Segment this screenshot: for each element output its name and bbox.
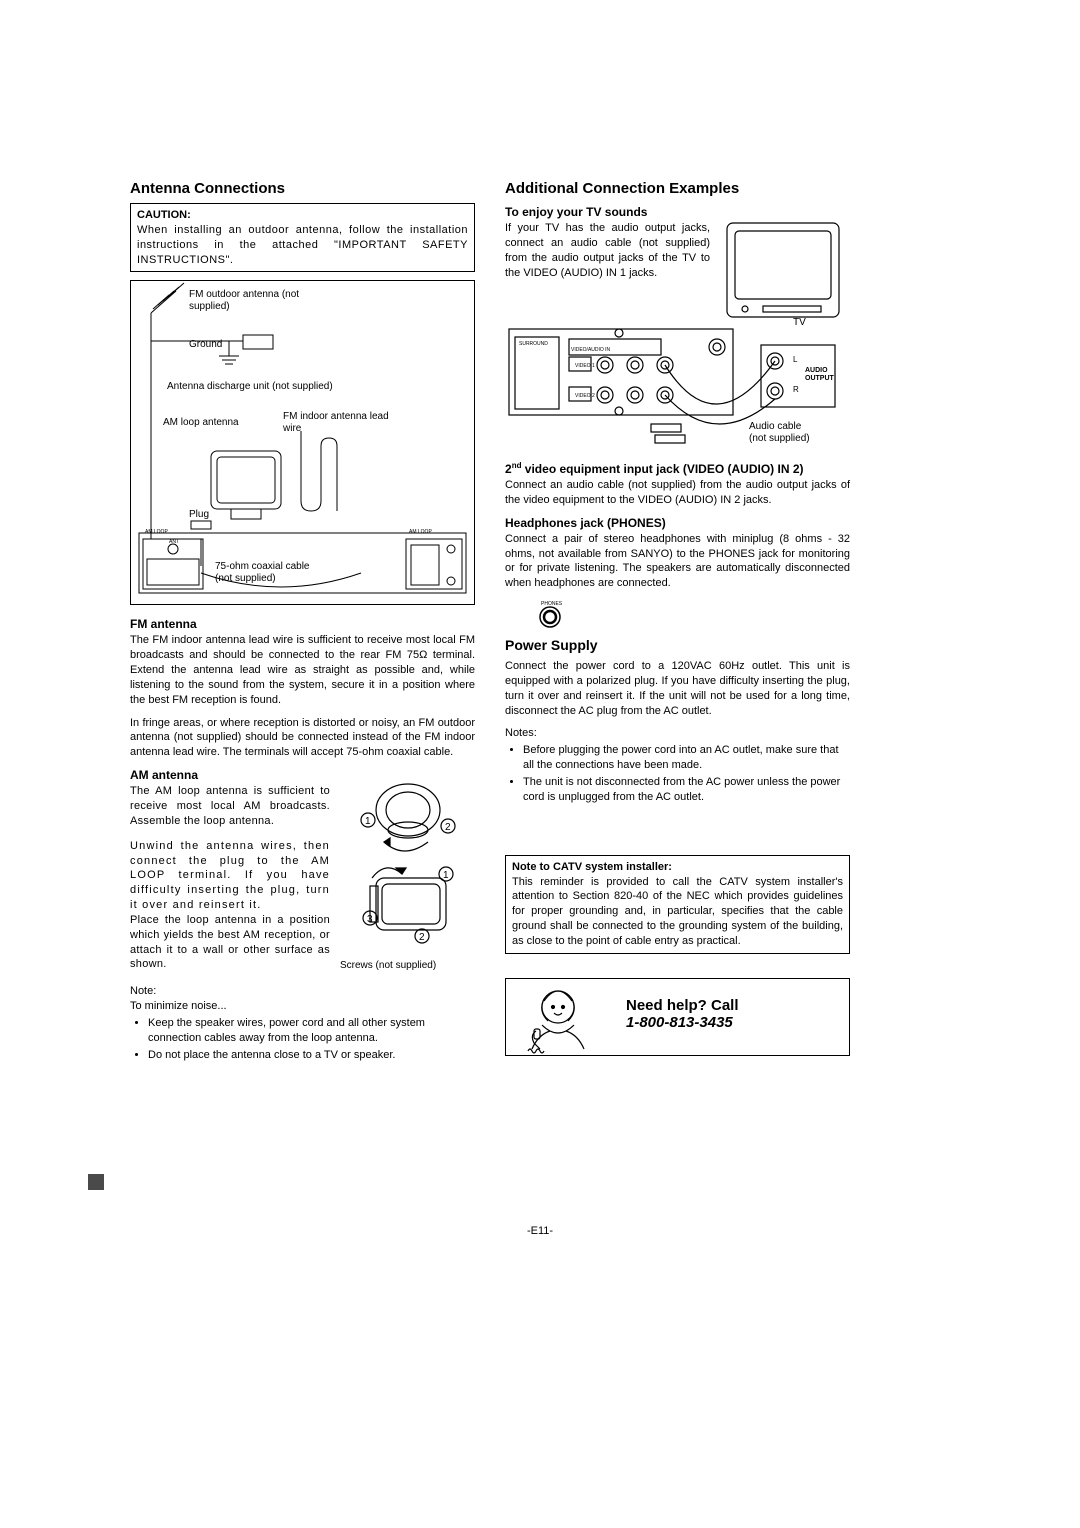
audio-output-2: OUTPUT [805, 375, 834, 383]
note-item-2: Do not place the antenna close to a TV o… [148, 1048, 475, 1063]
help-person-icon [514, 981, 604, 1057]
fm-indoor-label: FM indoor antenna lead wire [283, 411, 393, 435]
help-text: Need help? Call 1-800-813-3435 [626, 997, 739, 1031]
svg-text:2: 2 [419, 932, 425, 943]
coax-label-2: (not supplied) [215, 573, 276, 585]
phones-jack-label: PHONES [541, 601, 563, 607]
fm-antenna-title: FM antenna [130, 617, 475, 631]
note-item-1: Keep the speaker wires, power cord and a… [148, 1016, 475, 1046]
svg-text:2: 2 [445, 822, 451, 833]
video2-body: Connect an audio cable (not supplied) fr… [505, 478, 850, 508]
page-number: -E11- [0, 1225, 1080, 1237]
plug-label: Plug [189, 509, 209, 521]
power-note-2: The unit is not disconnected from the AC… [523, 775, 850, 805]
am-antenna-title: AM antenna [130, 768, 330, 782]
video2-title: 2nd video equipment input jack (VIDEO (A… [505, 461, 850, 476]
screws-label: Screws (not supplied) [340, 960, 470, 971]
note-intro: To minimize noise... [130, 999, 475, 1014]
tv-connection-diagram: If your TV has the audio output jacks, c… [505, 221, 850, 451]
help-box: Need help? Call 1-800-813-3435 [505, 978, 850, 1056]
fm-antenna-body1: The FM indoor antenna lead wire is suffi… [130, 633, 475, 707]
caution-box: CAUTION: When installing an outdoor ante… [130, 203, 475, 272]
svg-text:VIDEO 2: VIDEO 2 [575, 393, 595, 399]
tv-sounds-body: If your TV has the audio output jacks, c… [505, 221, 710, 280]
catv-label: Note to CATV system installer: [512, 861, 672, 873]
r-label: R [793, 385, 799, 395]
svg-text:3: 3 [367, 914, 373, 925]
power-supply-title: Power Supply [505, 637, 850, 653]
page-content: Antenna Connections CAUTION: When instal… [130, 180, 850, 1064]
power-note-1: Before plugging the power cord into an A… [523, 743, 850, 773]
coax-label-1: 75-ohm coaxial cable [215, 561, 310, 573]
caution-body: When installing an outdoor antenna, foll… [137, 223, 468, 268]
help-phone-number: 1-800-813-3435 [626, 1014, 739, 1031]
catv-box: Note to CATV system installer: This remi… [505, 855, 850, 954]
phones-body: Connect a pair of stereo headphones with… [505, 532, 850, 591]
l-label: L [793, 355, 797, 365]
antenna-connections-title: Antenna Connections [130, 180, 475, 197]
am-loop-label: AM loop antenna [163, 417, 239, 429]
page-accent-square [88, 1174, 104, 1190]
power-notes: Notes: Before plugging the power cord in… [505, 726, 850, 804]
additional-connection-title: Additional Connection Examples [505, 180, 850, 197]
tv-label: TV [793, 317, 806, 329]
am-antenna-body1: The AM loop antenna is sufficient to rec… [130, 784, 330, 829]
right-column: Additional Connection Examples To enjoy … [505, 180, 850, 1064]
antenna-diagram: FM outdoor antenna (not supplied) Ground… [130, 280, 475, 605]
help-call-label: Need help? Call [626, 997, 739, 1014]
audio-cable-1: Audio cable [749, 421, 801, 433]
left-column: Antenna Connections CAUTION: When instal… [130, 180, 475, 1064]
tv-sounds-title: To enjoy your TV sounds [505, 205, 850, 219]
am-loop-figure: 1 2 1 3 2 Screws (not supplied) [340, 778, 470, 971]
svg-text:VIDEO 1: VIDEO 1 [575, 363, 595, 369]
am-antenna-body2: Unwind the antenna wires, then connect t… [130, 839, 330, 913]
power-supply-body: Connect the power cord to a 120VAC 60Hz … [505, 659, 850, 718]
am-note: Note: To minimize noise... Keep the spea… [130, 984, 475, 1062]
phones-jack-icon: PHONES [535, 599, 565, 629]
power-notes-label: Notes: [505, 726, 850, 741]
phones-title: Headphones jack (PHONES) [505, 516, 850, 530]
audio-cable-2: (not supplied) [749, 433, 810, 445]
catv-body: This reminder is provided to call the CA… [512, 875, 843, 949]
fm-outdoor-label: FM outdoor antenna (not supplied) [189, 289, 329, 313]
discharge-label: Antenna discharge unit (not supplied) [167, 381, 333, 393]
am-antenna-body3: Place the loop antenna in a position whi… [130, 913, 330, 972]
ground-label: Ground [189, 339, 222, 351]
fm-antenna-body2: In fringe areas, or where reception is d… [130, 716, 475, 761]
svg-text:VIDEO/AUDIO IN: VIDEO/AUDIO IN [571, 347, 611, 353]
note-label: Note: [130, 984, 475, 999]
svg-text:1: 1 [443, 870, 449, 881]
svg-text:1: 1 [365, 816, 371, 827]
caution-label: CAUTION: [137, 209, 191, 221]
svg-text:SURROUND: SURROUND [519, 341, 548, 347]
antenna-diagram-svg [131, 281, 474, 604]
